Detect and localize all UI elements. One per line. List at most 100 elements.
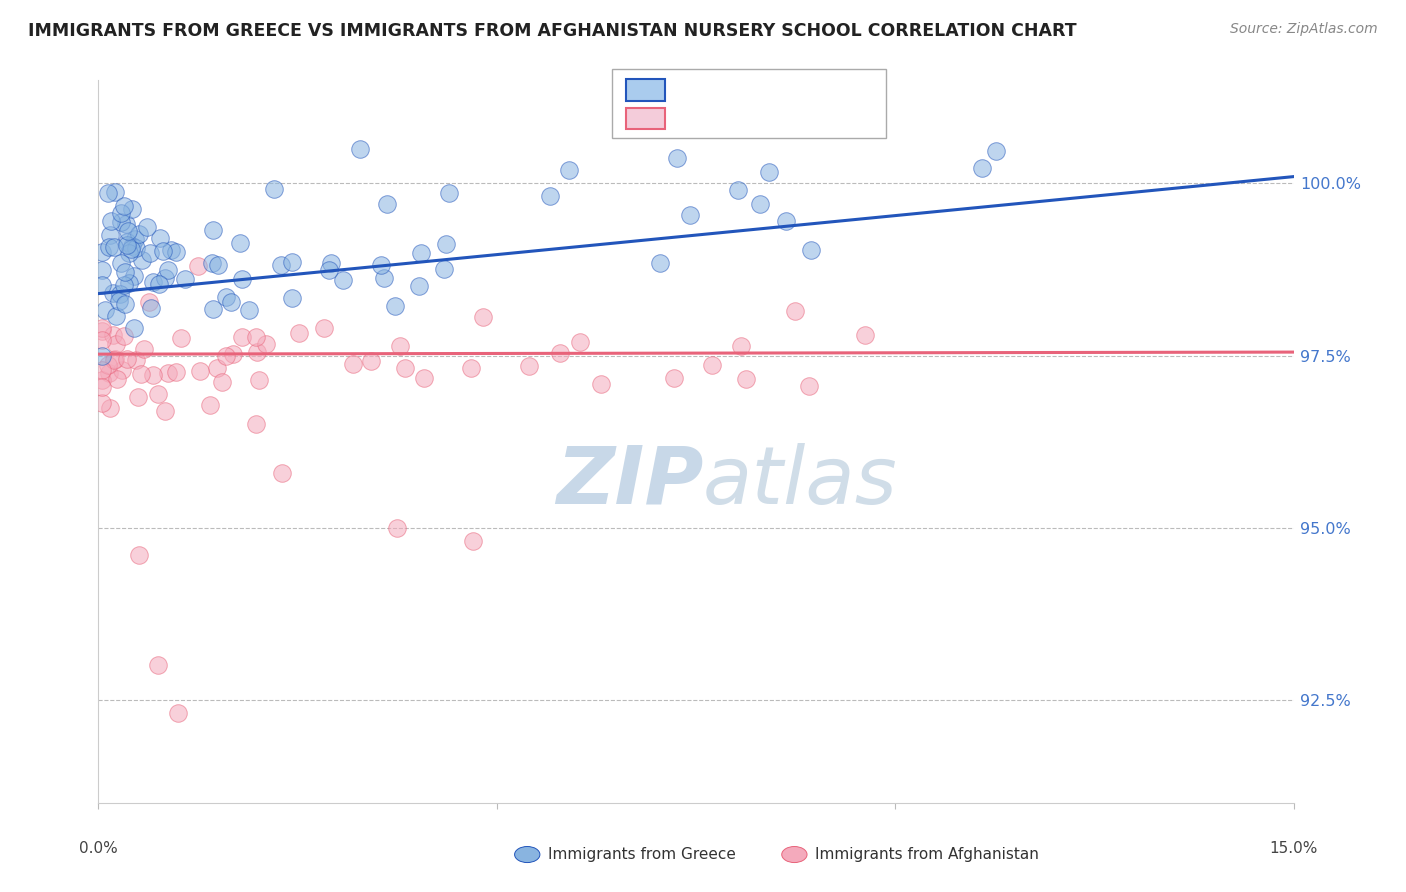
Point xyxy=(727,183,749,197)
Point xyxy=(394,360,416,375)
Point xyxy=(105,310,128,324)
Point xyxy=(148,387,170,401)
Point xyxy=(104,351,127,366)
Point xyxy=(129,367,152,381)
Point xyxy=(146,658,169,673)
Point xyxy=(312,320,335,334)
Point xyxy=(700,358,723,372)
Point xyxy=(408,279,430,293)
Point xyxy=(319,255,342,269)
Point xyxy=(128,227,150,241)
Point xyxy=(127,390,149,404)
Point xyxy=(853,328,876,343)
Point xyxy=(117,238,139,252)
Point xyxy=(97,358,120,372)
Point xyxy=(318,263,340,277)
Point xyxy=(188,364,211,378)
Point xyxy=(101,327,124,342)
Point xyxy=(211,375,233,389)
Point xyxy=(156,367,179,381)
Point xyxy=(245,329,267,343)
Point xyxy=(91,324,114,338)
Point xyxy=(125,353,148,368)
Point xyxy=(205,360,228,375)
Point xyxy=(105,336,128,351)
Point xyxy=(174,271,197,285)
Point xyxy=(108,286,131,301)
Point xyxy=(118,276,141,290)
Point xyxy=(219,295,242,310)
Point xyxy=(112,199,135,213)
Point xyxy=(91,333,114,347)
Point xyxy=(460,360,482,375)
Text: Source: ZipAtlas.com: Source: ZipAtlas.com xyxy=(1230,22,1378,37)
Point xyxy=(159,244,181,258)
Point xyxy=(342,357,364,371)
Point xyxy=(152,244,174,259)
Point xyxy=(170,331,193,345)
Point xyxy=(377,196,399,211)
Point xyxy=(678,208,700,222)
Point xyxy=(105,372,128,386)
Point xyxy=(98,227,121,242)
Point xyxy=(108,294,131,309)
Point xyxy=(384,299,406,313)
Point xyxy=(270,258,292,272)
Point xyxy=(215,290,238,304)
Point xyxy=(121,202,143,216)
Point xyxy=(288,326,311,340)
Point xyxy=(650,256,672,270)
Point xyxy=(229,235,252,250)
Point xyxy=(148,277,170,291)
Point xyxy=(98,401,121,415)
Point xyxy=(149,231,172,245)
Point xyxy=(122,269,145,284)
Point xyxy=(153,271,176,285)
Point xyxy=(91,277,114,292)
Text: atlas: atlas xyxy=(703,442,898,521)
Point xyxy=(538,189,561,203)
Point xyxy=(281,254,304,268)
Point xyxy=(114,265,136,279)
Point xyxy=(231,329,253,343)
Point xyxy=(125,242,148,256)
Point xyxy=(120,242,142,256)
Point xyxy=(104,185,127,199)
Point xyxy=(115,352,138,367)
Point xyxy=(91,245,114,260)
Point xyxy=(986,145,1008,159)
Point xyxy=(132,342,155,356)
Text: 0.0%: 0.0% xyxy=(79,840,118,855)
Point xyxy=(91,396,114,410)
Point xyxy=(231,272,253,286)
Point xyxy=(131,252,153,267)
Point xyxy=(91,320,114,334)
Point xyxy=(115,217,138,231)
Point xyxy=(332,273,354,287)
Point xyxy=(103,239,125,253)
Point xyxy=(775,214,797,228)
Point xyxy=(589,377,612,392)
Point xyxy=(135,219,157,234)
Point xyxy=(437,186,460,200)
Point xyxy=(245,417,267,432)
Point xyxy=(749,197,772,211)
Point xyxy=(153,404,176,418)
Point xyxy=(730,339,752,353)
Point xyxy=(270,466,292,480)
Point xyxy=(349,142,371,156)
Point xyxy=(121,239,143,253)
Point xyxy=(783,304,806,318)
Point xyxy=(91,363,114,377)
Point xyxy=(434,236,457,251)
Text: Immigrants from Afghanistan: Immigrants from Afghanistan xyxy=(815,847,1039,862)
Point xyxy=(385,520,408,534)
Point xyxy=(373,270,395,285)
Point xyxy=(198,398,221,412)
Point xyxy=(471,310,494,324)
Point xyxy=(112,278,135,293)
Point xyxy=(111,363,134,377)
Point xyxy=(91,263,114,277)
Point xyxy=(800,243,823,257)
Point xyxy=(247,373,270,387)
